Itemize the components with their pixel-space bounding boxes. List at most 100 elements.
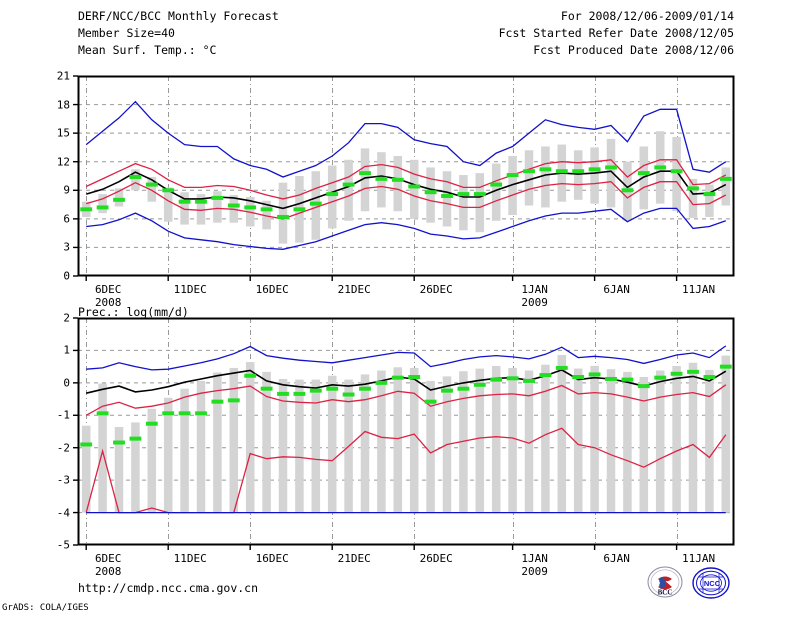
temperature-panel — [73, 75, 735, 281]
range-bar — [147, 408, 157, 513]
median-dash — [326, 192, 339, 197]
x-axis-label: 1JAN — [521, 283, 548, 296]
range-bar — [606, 369, 616, 513]
median-dash — [687, 186, 699, 191]
median-dash — [113, 440, 125, 445]
x-axis-label: 6JAN — [603, 283, 630, 296]
median-dash — [129, 436, 142, 441]
median-dash — [260, 207, 273, 212]
y-axis-label: -3 — [56, 473, 70, 487]
y-axis-label: 12 — [56, 155, 70, 169]
median-dash — [441, 388, 453, 393]
range-bar — [590, 365, 599, 513]
range-bar — [721, 355, 731, 513]
range-bar — [98, 194, 107, 214]
range-bar — [114, 426, 124, 513]
series-lower_spread — [86, 181, 727, 220]
median-dash — [326, 386, 339, 391]
y-axis-label: 3 — [63, 240, 70, 254]
median-dash — [473, 192, 486, 197]
grads-credit: GrADS: COLA/IGES — [2, 603, 89, 613]
median-dash — [342, 182, 355, 187]
median-dash — [572, 375, 585, 380]
range-bar — [393, 367, 403, 513]
median-dash — [227, 203, 240, 208]
range-bar — [541, 146, 550, 208]
median-dash — [687, 369, 699, 374]
range-bar — [377, 370, 386, 513]
median-dash — [277, 214, 289, 219]
median-dash — [145, 182, 158, 187]
median-dash — [293, 391, 306, 396]
range-bar — [360, 374, 370, 513]
ncc-logo-icon: NCC — [691, 566, 731, 600]
series-max — [85, 100, 727, 178]
median-dash — [719, 176, 732, 181]
range-bar — [524, 370, 534, 513]
series-upper_spread — [85, 384, 727, 416]
median-dash — [703, 375, 716, 380]
median-dash — [539, 167, 552, 172]
median-dash — [227, 398, 240, 403]
range-bar — [147, 176, 157, 202]
median-dash — [424, 399, 437, 404]
median-dash — [178, 411, 191, 416]
range-bar — [344, 159, 353, 221]
y-axis-label: -4 — [56, 506, 70, 520]
range-bar — [442, 171, 452, 227]
range-bars — [81, 354, 731, 513]
range-bar — [541, 364, 550, 513]
median-dash — [506, 173, 519, 178]
x-axis-sublabel: 2008 — [94, 565, 122, 578]
range-bar — [180, 192, 189, 225]
range-bar — [655, 370, 665, 513]
range-bar — [508, 367, 517, 513]
median-dash — [195, 199, 207, 204]
range-bar — [278, 182, 288, 244]
y-axis-label: -1 — [56, 408, 70, 422]
median-dash — [309, 388, 322, 393]
range-bar — [262, 200, 271, 230]
range-bar — [196, 194, 206, 225]
range-bar — [426, 167, 435, 223]
median-dash — [80, 442, 93, 447]
svg-text:BCC: BCC — [658, 589, 673, 597]
median-dash — [523, 169, 535, 174]
range-bar — [245, 362, 255, 513]
x-axis-label: 11DEC — [173, 283, 207, 296]
range-bar — [524, 150, 534, 206]
range-bar — [721, 167, 731, 206]
range-bar — [114, 188, 124, 207]
median-dash — [129, 174, 142, 179]
median-dash — [719, 364, 732, 369]
x-axis-label: 26DEC — [419, 552, 453, 565]
y-axis-label: 18 — [56, 98, 70, 112]
range-bar — [491, 163, 501, 221]
range-bar — [213, 191, 222, 223]
median-markers — [80, 364, 732, 447]
y-axis-label: 2 — [63, 311, 70, 325]
median-dash — [424, 190, 437, 195]
median-dash — [359, 171, 371, 176]
median-dash — [703, 192, 716, 197]
median-dash — [605, 165, 617, 170]
x-axis-label: 6DEC — [94, 283, 122, 296]
range-bar — [475, 173, 485, 233]
median-dash — [408, 184, 421, 189]
x-axis-sublabel: 2009 — [521, 296, 548, 309]
footer-url[interactable]: http://cmdp.ncc.cma.gov.cn — [78, 581, 259, 595]
range-bar — [131, 422, 140, 513]
x-axis-label: 11JAN — [682, 283, 716, 296]
y-axis-label: 9 — [63, 183, 70, 197]
median-dash — [457, 192, 470, 197]
median-dash — [621, 188, 634, 193]
y-axis-label: 0 — [63, 376, 70, 390]
median-dash — [555, 169, 568, 174]
range-bar — [590, 147, 599, 204]
range-bar — [327, 165, 337, 229]
range-bar — [508, 156, 517, 216]
median-dash — [555, 365, 568, 370]
median-dash — [244, 205, 257, 210]
